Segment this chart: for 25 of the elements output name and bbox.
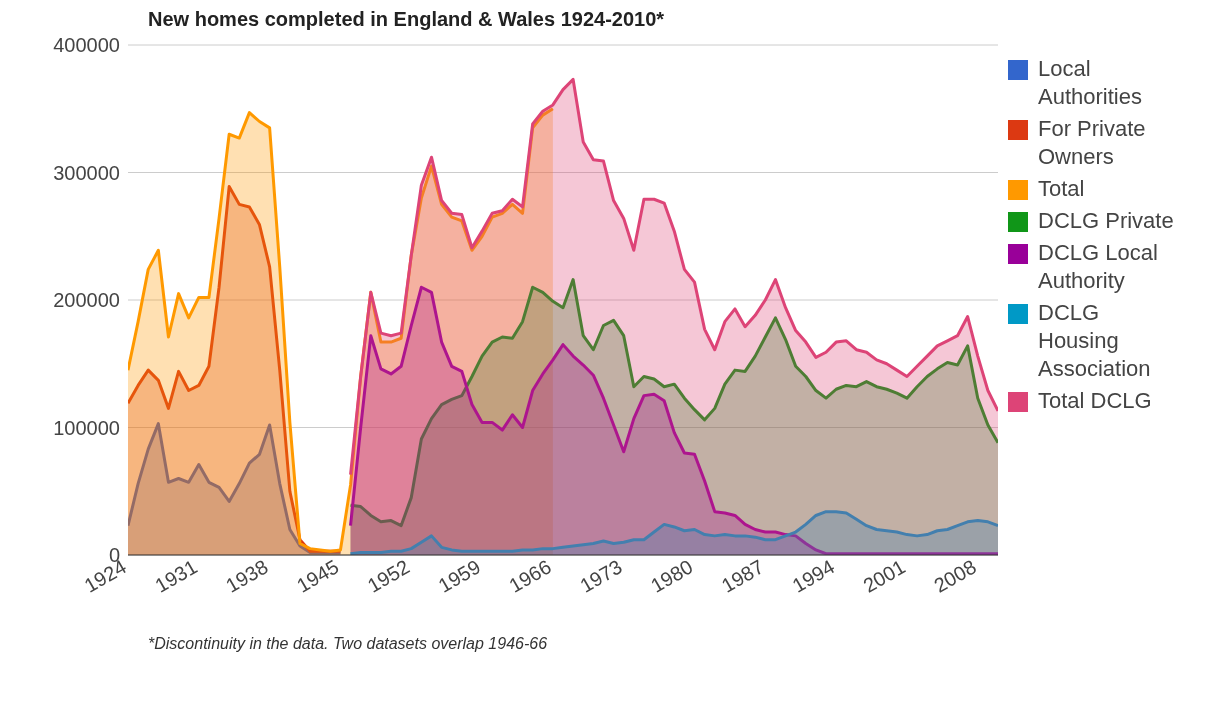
- x-tick-label: 1987: [717, 555, 768, 597]
- x-tick-label: 1980: [646, 555, 697, 597]
- y-tick-label: 100000: [53, 416, 120, 439]
- legend-label: DCLG Housing Association: [1038, 299, 1152, 383]
- legend-label: Total: [1038, 175, 1086, 203]
- chart-title: New homes completed in England & Wales 1924-2010*: [148, 8, 666, 31]
- legend-label: DCLG Local Authority: [1038, 239, 1159, 295]
- y-tick-label: 300000: [53, 161, 120, 184]
- x-tick-label: 1952: [363, 555, 414, 597]
- y-tick-label: 400000: [53, 34, 120, 57]
- x-tick-label: 1994: [788, 555, 839, 597]
- legend-label: For Private Owners: [1038, 115, 1147, 171]
- x-tick-label: 1938: [222, 555, 272, 597]
- x-tick-label: 2008: [930, 555, 980, 597]
- y-tick-label: 200000: [53, 289, 120, 312]
- x-tick-label: 1966: [505, 555, 555, 597]
- legend-label: Local Authorities: [1038, 55, 1143, 111]
- x-tick-label: 1973: [576, 555, 626, 597]
- x-tick-label: 2001: [859, 555, 909, 597]
- x-tick-label: 1931: [151, 555, 201, 597]
- legend-label: Total DCLG: [1038, 387, 1153, 415]
- x-tick-label: 1945: [292, 555, 343, 597]
- text: *Discontinuity in the data. Two datasets overlap 1946-66: [148, 635, 549, 653]
- legend-label: DCLG Private: [1038, 207, 1175, 235]
- x-tick-label: 1959: [434, 555, 485, 597]
